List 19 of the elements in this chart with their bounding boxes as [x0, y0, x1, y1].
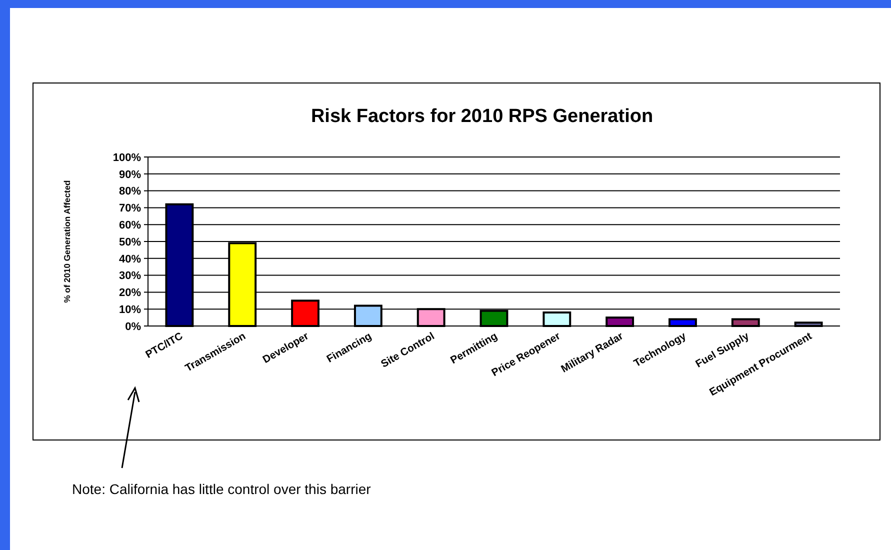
bar: [668, 318, 697, 327]
y-tick-label: 20%: [118, 287, 142, 300]
bar: [606, 316, 634, 327]
y-tick-label: 0%: [125, 320, 142, 333]
text: Note: California has little control over this barrier: [72, 481, 372, 497]
y-axis-title: % of 2010 Generation Affected: [62, 180, 72, 303]
y-tick-label: 100%: [112, 152, 142, 164]
y-tick-label: 30%: [118, 270, 142, 282]
y-tick-label: 80%: [118, 186, 142, 198]
bar: [731, 318, 760, 327]
y-tick-label: 50%: [118, 236, 142, 248]
y-tick-label: 70%: [118, 202, 142, 215]
y-tick-label: 10%: [118, 304, 142, 316]
bar: [794, 322, 823, 327]
y-tick-label: 40%: [118, 253, 142, 266]
y-tick-label: 60%: [118, 219, 142, 232]
bar: [542, 311, 572, 327]
y-tick-label: 90%: [118, 168, 142, 181]
chart-title: Risk Factors for 2010 RPS Generation: [310, 106, 654, 127]
